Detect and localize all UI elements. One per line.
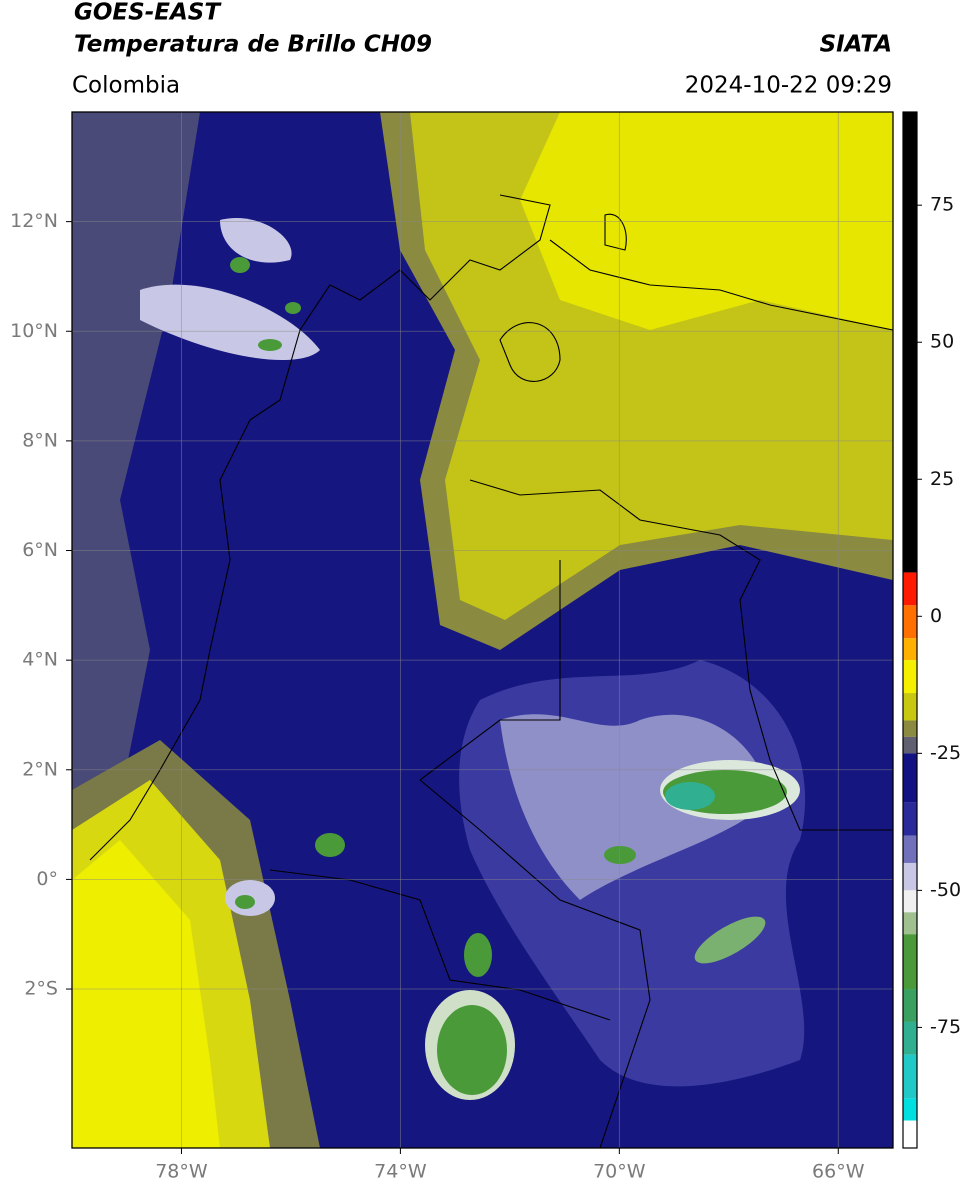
lon-tick-label: 74°W xyxy=(374,1161,427,1183)
lat-tick-label: 2°S xyxy=(24,978,58,1000)
map-frame xyxy=(71,111,894,1149)
colorbar-tick-label: -75 xyxy=(930,1016,961,1038)
lat-tick-label: 12°N xyxy=(10,210,58,232)
colorbar-segment xyxy=(903,605,917,639)
colorbar-tick-label: -50 xyxy=(930,879,961,901)
colorbar-segment xyxy=(903,835,917,863)
lat-tick-label: 8°N xyxy=(22,429,58,451)
colorbar-segment xyxy=(903,693,917,721)
lon-tick-label: 66°W xyxy=(812,1161,865,1183)
lat-tick-label: 0° xyxy=(36,868,58,890)
colorbar-segment xyxy=(903,736,917,754)
lon-tick-label: 78°W xyxy=(155,1161,208,1183)
satellite-image xyxy=(72,112,893,1148)
colorbar-segment xyxy=(903,572,917,606)
source: SIATA xyxy=(820,32,892,58)
lon-tick-label: 70°W xyxy=(593,1161,646,1183)
colorbar-segment xyxy=(903,112,917,573)
lat-tick-label: 2°N xyxy=(22,758,58,780)
colorbar-segment xyxy=(903,802,917,836)
colorbar-tick-label: 0 xyxy=(930,605,942,627)
colorbar-frame xyxy=(902,111,918,1149)
colorbar-segment xyxy=(903,1120,917,1148)
lat-tick-label: 4°N xyxy=(22,649,58,671)
colorbar-segment xyxy=(903,660,917,694)
colorbar-segment xyxy=(903,862,917,891)
lat-tick-label: 10°N xyxy=(10,320,58,342)
colorbar-segment xyxy=(903,638,917,661)
colorbar-segment xyxy=(903,890,917,913)
colorbar-segment xyxy=(903,720,917,737)
colorbar-tick-label: -25 xyxy=(930,742,961,764)
colorbar-segment xyxy=(903,912,917,935)
colorbar-segment xyxy=(903,1054,917,1099)
colorbar-segment xyxy=(903,934,917,990)
colorbar-tick-label: 25 xyxy=(930,468,954,490)
datetime: 2024-10-22 09:29 xyxy=(685,73,892,99)
colorbar-segment xyxy=(903,753,917,803)
region: Colombia xyxy=(72,73,180,99)
colorbar-segment xyxy=(903,989,917,1022)
title: GOES-EAST xyxy=(74,0,222,26)
colorbar-tick-label: 75 xyxy=(930,194,954,216)
colorbar-tick-label: 50 xyxy=(930,331,954,353)
colorbar-segment xyxy=(903,1021,917,1055)
lat-tick-label: 6°N xyxy=(22,539,58,561)
colorbar-segment xyxy=(903,1098,917,1121)
subtitle: Temperatura de Brillo CH09 xyxy=(74,32,432,58)
